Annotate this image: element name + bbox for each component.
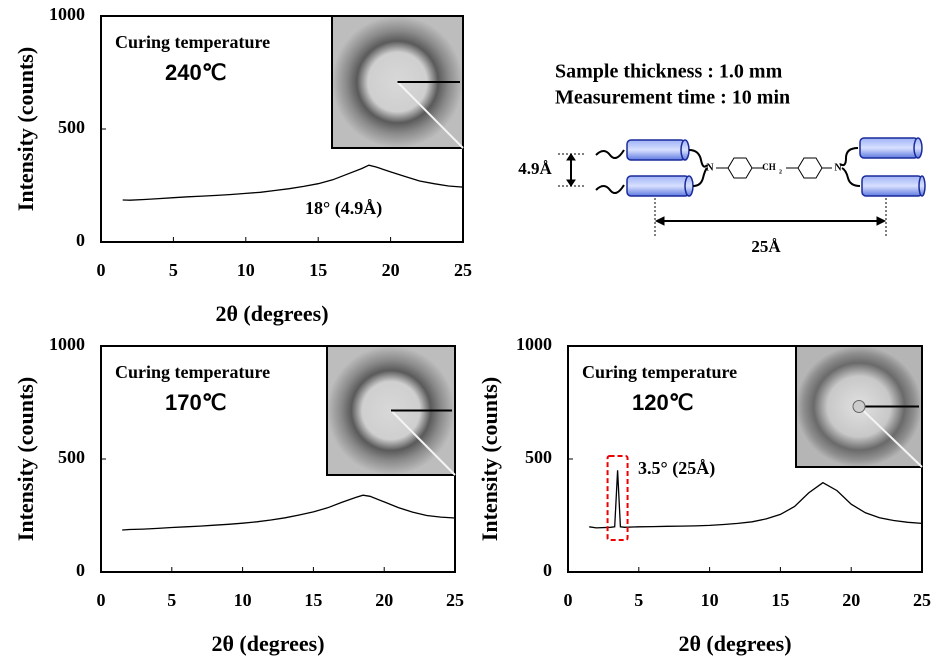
y-tick-label: 0 [76,230,85,250]
x-tick-label: 10 [234,590,252,610]
x-tick-label: 0 [564,590,573,610]
panel-title: Curing temperature [115,362,270,382]
panel-subtitle: 120℃ [632,390,693,415]
x-tick-label: 15 [771,590,789,610]
atom: N [706,162,714,173]
rings [716,157,832,179]
x-tick-label: 20 [382,260,400,280]
y-tick-label: 0 [543,560,552,580]
y-tick-label: 500 [58,117,85,137]
atom: 2 [779,169,782,175]
beam-center [852,400,866,413]
spacing-label: 4.9Å [518,159,552,178]
x-tick-label: 15 [304,590,322,610]
x-axis-label: 2θ (degrees) [215,301,328,326]
x-tick-label: 5 [634,590,643,610]
x-axis-label: 2θ (degrees) [678,631,791,656]
panel-subtitle: 240℃ [165,60,226,85]
beam-stop [858,405,923,468]
mesogens [626,137,926,197]
atom: CH [762,162,776,172]
data-line [589,470,923,529]
molecule-diagram: Sample thickness : 1.0 mm Measurement ti… [518,61,926,256]
y-axis-label: Intensity (counts) [13,47,38,211]
y-tick-label: 0 [76,560,85,580]
x-tick-label: 5 [169,260,178,280]
beam-stop [396,81,464,149]
y-axis-label: Intensity (counts) [477,377,502,541]
x-tick-label: 25 [913,590,931,610]
x-tick-label: 25 [454,260,472,280]
x-axis-label: 2θ (degrees) [211,631,324,656]
x-tick-label: 10 [237,260,255,280]
panel-title: Curing temperature [582,362,737,382]
dimension-lines [558,153,887,236]
x-tick-label: 20 [842,590,860,610]
y-tick-label: 1000 [49,4,85,24]
chains [595,147,861,195]
x-tick-label: 25 [446,590,464,610]
panel-subtitle: 170℃ [165,390,226,415]
x-tick-label: 20 [375,590,393,610]
length-label: 25Å [751,237,781,256]
data-line [122,164,464,201]
x-tick-label: 0 [97,590,106,610]
y-tick-label: 1000 [516,334,552,354]
annotation: 18° (4.9Å) [305,198,382,219]
y-tick-label: 500 [58,447,85,467]
y-tick-label: 500 [525,447,552,467]
y-tick-label: 1000 [49,334,85,354]
x-tick-label: 15 [309,260,327,280]
note: Measurement time : 10 min [555,87,790,109]
y-axis-label: Intensity (counts) [13,377,38,541]
beam-stop [390,409,456,476]
panel-title: Curing temperature [115,32,270,52]
atom: N [834,162,842,173]
x-tick-label: 10 [701,590,719,610]
data-line [122,494,456,531]
note: Sample thickness : 1.0 mm [555,61,783,83]
x-tick-label: 5 [167,590,176,610]
highlight-box [606,455,629,541]
x-tick-label: 0 [97,260,106,280]
annotation: 3.5° (25Å) [638,458,715,479]
